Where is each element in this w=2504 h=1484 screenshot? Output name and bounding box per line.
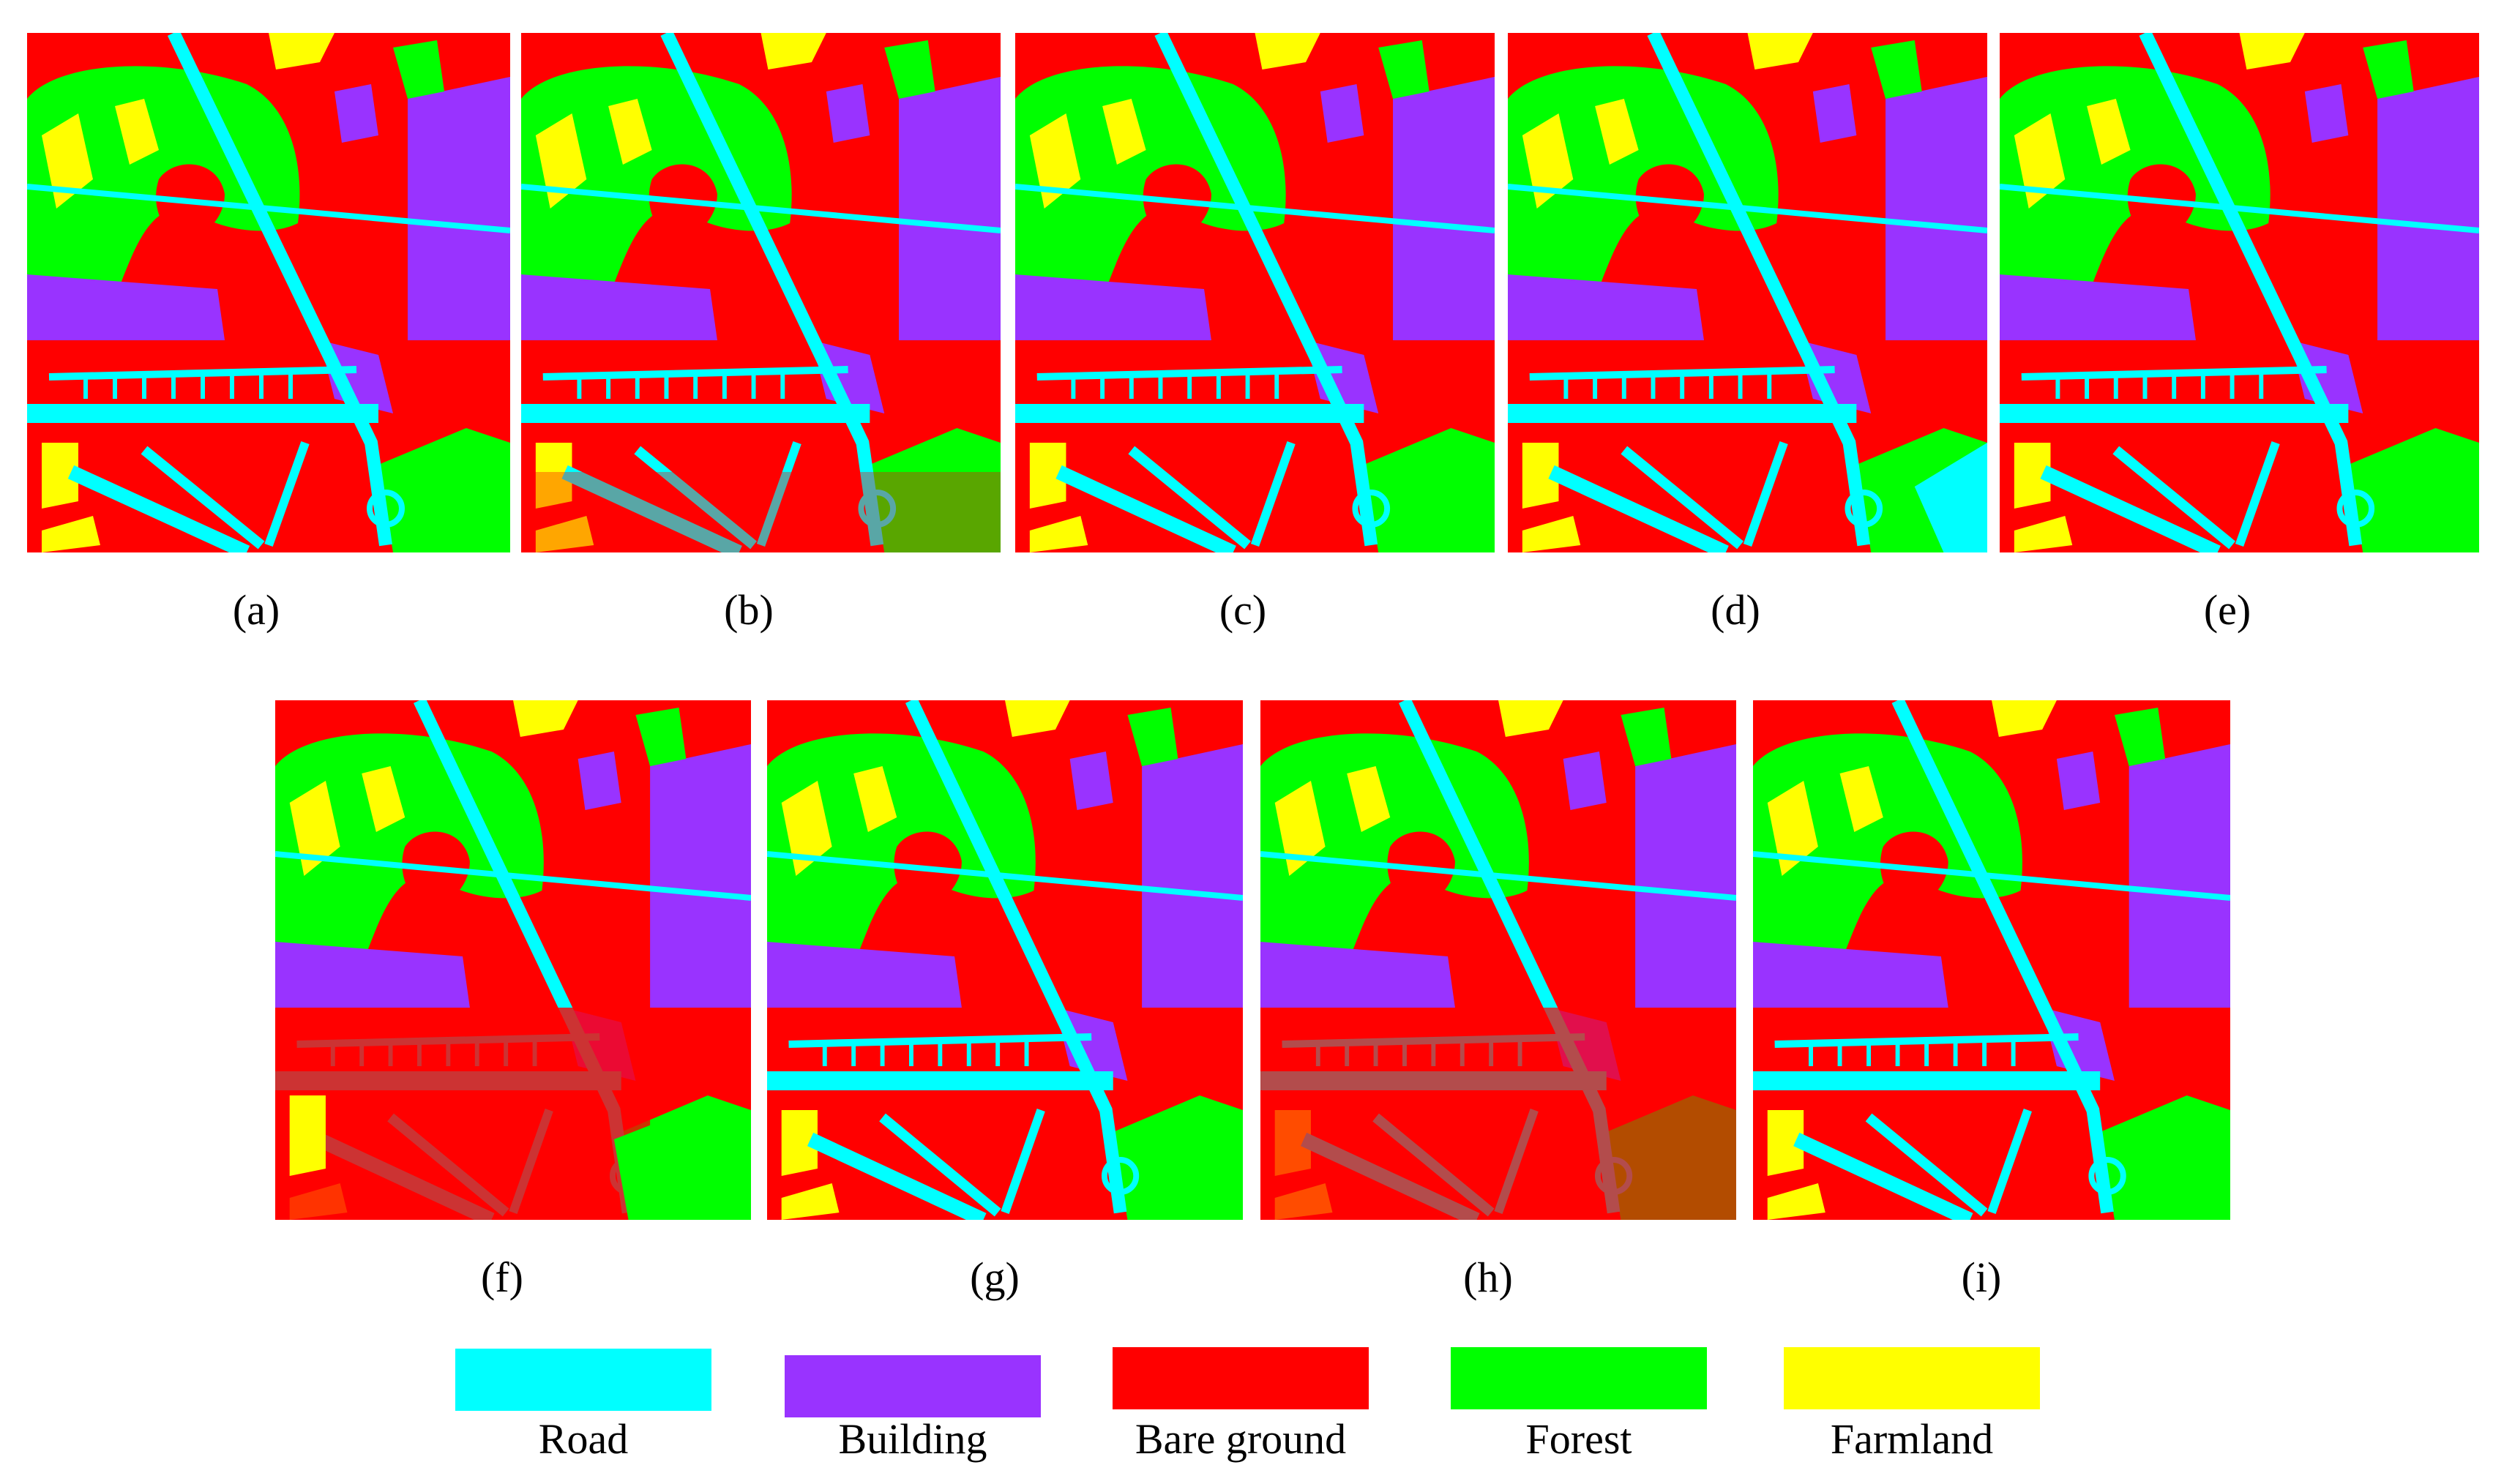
map-panel-c xyxy=(1015,33,1495,552)
panel-caption-a: (a) xyxy=(232,586,280,634)
map-panel-i xyxy=(1753,700,2230,1220)
panel-caption-g: (g) xyxy=(970,1253,1020,1301)
legend-label-road: Road xyxy=(538,1415,629,1463)
legend-swatch-road xyxy=(455,1349,711,1411)
panel-caption-d: (d) xyxy=(1711,586,1760,634)
map-panel-e xyxy=(2000,33,2479,552)
panel-caption-c: (c) xyxy=(1219,586,1267,634)
legend-label-farmland: Farmland xyxy=(1830,1415,1994,1463)
map-panel-g xyxy=(767,700,1243,1220)
panel-caption-h: (h) xyxy=(1463,1253,1513,1301)
panel-caption-i: (i) xyxy=(1961,1253,2002,1301)
map-panel-a xyxy=(27,33,510,552)
map-panel-d xyxy=(1508,33,1987,552)
legend-swatch-building xyxy=(785,1355,1041,1417)
legend-label-building: Building xyxy=(838,1415,987,1463)
legend-label-bare-ground: Bare ground xyxy=(1135,1415,1347,1463)
map-panel-f xyxy=(275,700,751,1220)
map-panel-h xyxy=(1260,700,1736,1220)
legend-label-forest: Forest xyxy=(1525,1415,1632,1463)
map-panel-b xyxy=(521,33,1001,552)
legend-swatch-bare-ground xyxy=(1113,1347,1369,1409)
legend-swatch-forest xyxy=(1451,1347,1707,1409)
panel-caption-e: (e) xyxy=(2203,586,2251,634)
panel-caption-b: (b) xyxy=(724,586,774,634)
panel-caption-f: (f) xyxy=(481,1253,523,1301)
legend-swatch-farmland xyxy=(1784,1347,2040,1409)
